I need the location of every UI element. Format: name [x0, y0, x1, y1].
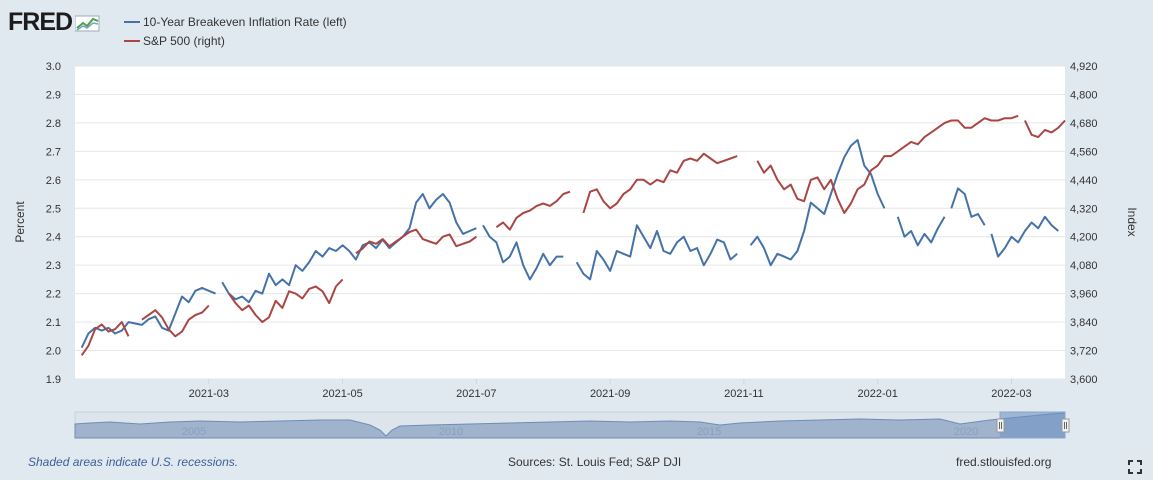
right-tick-label: 4,200	[1070, 232, 1098, 244]
series-group	[80, 114, 1066, 356]
navigator[interactable]: 2005 2010 2015 2020	[74, 411, 1070, 439]
navigator-label-2020: 2020	[954, 426, 978, 438]
legend-label-sp500: S&P 500 (right)	[143, 34, 225, 48]
right-tick-label: 4,920	[1070, 61, 1098, 73]
x-axis-ticks: 2021-03 2021-05 2021-07 2021-09 2021-11 2022-…	[189, 379, 1032, 400]
sources-text: Sources: St. Louis Fed; S&P DJI	[508, 455, 682, 469]
x-tick-label: 2021-09	[590, 388, 630, 400]
series-line-sp500	[80, 114, 1066, 356]
x-tick-label: 2021-11	[724, 388, 764, 400]
right-tick-label: 3,720	[1070, 346, 1098, 358]
left-tick-label: 2.3	[46, 260, 61, 272]
right-tick-label: 3,600	[1070, 374, 1098, 386]
right-tick-label: 3,960	[1070, 289, 1098, 301]
left-tick-label: 2.2	[46, 289, 61, 301]
navigator-label-2005: 2005	[182, 426, 206, 438]
logo-text: FRED	[8, 8, 73, 36]
plot-area	[75, 66, 1065, 379]
left-tick-label: 2.0	[46, 346, 61, 358]
right-tick-label: 4,320	[1070, 203, 1098, 215]
left-tick-label: 2.4	[46, 232, 61, 244]
left-tick-label: 2.9	[46, 89, 61, 101]
right-tick-label: 3,840	[1070, 317, 1098, 329]
right-axis-title: Index	[1125, 207, 1139, 236]
left-tick-label: 2.5	[46, 203, 61, 215]
right-tick-label: 4,440	[1070, 175, 1098, 187]
legend: 10-Year Breakeven Inflation Rate (left) …	[124, 15, 347, 48]
navigator-label-2010: 2010	[439, 426, 463, 438]
left-tick-label: 1.9	[46, 374, 61, 386]
x-tick-label: 2021-07	[456, 388, 496, 400]
right-tick-label: 4,680	[1070, 118, 1098, 130]
left-tick-label: 2.1	[46, 317, 61, 329]
series-line-breakeven	[80, 139, 1059, 349]
site-link[interactable]: fred.stlouisfed.org	[956, 455, 1052, 469]
right-tick-label: 4,080	[1070, 260, 1098, 272]
x-tick-label: 2022-03	[991, 388, 1031, 400]
left-axis-ticks: 3.0 2.9 2.8 2.7 2.6 2.5 2.4 2.3 2.2 2.1 2.0 1.9	[46, 61, 61, 386]
recession-note[interactable]: Shaded areas indicate U.S. recessions.	[28, 455, 239, 469]
left-axis-title: Percent	[13, 201, 27, 243]
x-tick-label: 2021-05	[322, 388, 362, 400]
fullscreen-icon[interactable]	[1128, 460, 1142, 474]
left-tick-label: 2.6	[46, 175, 61, 187]
navigator-handle-left[interactable]	[996, 418, 1005, 433]
right-tick-label: 4,560	[1070, 146, 1098, 158]
x-tick-label: 2021-03	[189, 388, 229, 400]
left-tick-label: 2.8	[46, 118, 61, 130]
fred-graph-icon	[75, 15, 100, 31]
right-tick-label: 4,800	[1070, 89, 1098, 101]
grid-lines	[75, 65, 1065, 380]
left-tick-label: 3.0	[46, 61, 61, 73]
x-tick-label: 2022-01	[858, 388, 898, 400]
navigator-handle-right[interactable]	[1061, 418, 1070, 433]
legend-label-breakeven: 10-Year Breakeven Inflation Rate (left)	[143, 15, 347, 29]
right-axis-ticks: 4,920 4,800 4,680 4,560 4,440 4,320 4,200 4,080…	[1070, 61, 1098, 386]
navigator-selection[interactable]	[999, 411, 1066, 439]
left-tick-label: 2.7	[46, 146, 61, 158]
navigator-label-2015: 2015	[697, 426, 721, 438]
navigator-area	[74, 412, 1066, 439]
fred-logo[interactable]: FRED	[8, 8, 101, 37]
